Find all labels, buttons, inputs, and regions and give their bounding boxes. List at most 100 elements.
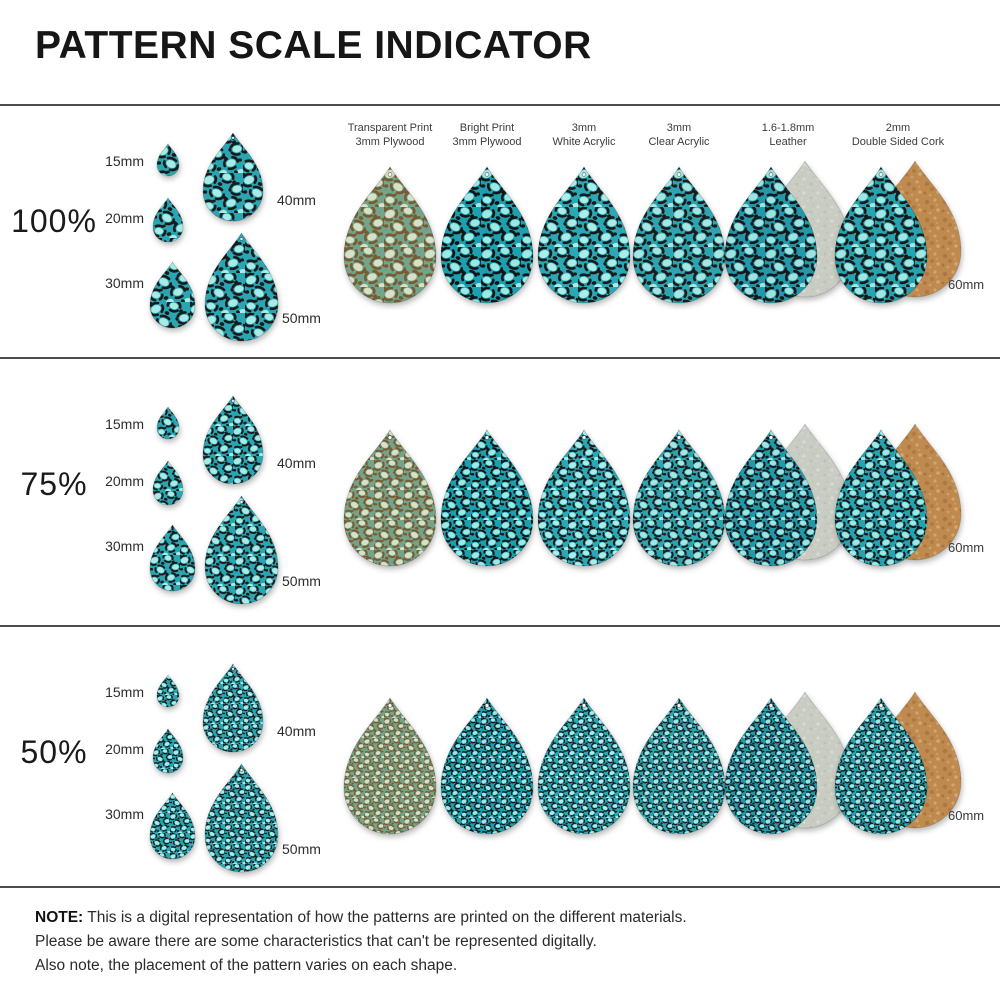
material-header-transparent-print-3mm-plywood: Transparent Print 3mm Plywood <box>310 121 470 149</box>
material-header-3mm-clear-acrylic: 3mm Clear Acrylic <box>599 121 759 149</box>
teardrop-demo-30mm <box>149 792 195 860</box>
scale-label-100: 100% <box>11 203 97 239</box>
material-header-2mm-double-sided-cork: 2mm Double Sided Cork <box>818 121 978 149</box>
hanging-hole <box>581 435 587 440</box>
teardrop-demo-40mm <box>202 663 264 753</box>
size-label-40mm: 40mm <box>277 723 316 739</box>
material-sample-transparent-print-3mm-plywood <box>343 166 437 304</box>
material-sample-bright-print-3mm-plywood <box>440 697 534 835</box>
teardrop-demo-30mm <box>149 524 195 592</box>
size-label-50mm: 50mm <box>282 573 321 589</box>
material-header-line2: Clear Acrylic <box>648 136 710 148</box>
hanging-hole <box>484 703 490 708</box>
size-label-30mm: 30mm <box>105 275 144 291</box>
scale-label-75: 75% <box>20 466 88 502</box>
hanging-hole <box>676 435 682 440</box>
size-label-40mm: 40mm <box>277 455 316 471</box>
divider <box>0 886 1000 888</box>
teardrop-demo-15mm <box>156 143 180 177</box>
teardrop-demo-40mm <box>202 395 264 485</box>
teardrop-demo-15mm <box>156 406 180 440</box>
scale-label-50: 50% <box>20 734 88 770</box>
teardrop-demo-40mm <box>202 132 264 222</box>
size-label-30mm: 30mm <box>105 806 144 822</box>
hanging-hole <box>387 172 393 177</box>
material-sample-transparent-print-3mm-plywood <box>343 429 437 567</box>
material-sample-3mm-clear-acrylic <box>632 166 726 304</box>
teardrop-demo-30mm <box>149 261 195 329</box>
hanging-hole <box>239 768 243 772</box>
material-header-line1: Bright Print <box>459 122 515 134</box>
size-label-40mm: 40mm <box>277 192 316 208</box>
material-sample-3mm-white-acrylic <box>537 697 631 835</box>
hanging-hole <box>581 703 587 708</box>
material-header-line2: Leather <box>769 136 807 148</box>
note-line-2: Please be aware there are some character… <box>35 933 597 950</box>
scale-section-50: 50% 15mm 20mm 30mm 40mm 50mm 60mm <box>0 636 1000 888</box>
material-sample-3mm-white-acrylic <box>537 166 631 304</box>
material-header-line1: Transparent Print <box>347 122 433 134</box>
scale-section-100: 100% 15mm 20mm 30mm 40mm 50mm 60mm Transparent… <box>0 105 1000 357</box>
sample-size-label-60mm: 60mm <box>948 540 985 555</box>
material-sample-2mm-double-sided-cork <box>834 423 962 567</box>
hanging-hole <box>581 172 587 177</box>
material-header-bright-print-3mm-plywood: Bright Print 3mm Plywood <box>407 121 567 149</box>
hanging-hole <box>878 435 884 440</box>
sample-size-label-60mm: 60mm <box>948 808 985 823</box>
hanging-hole <box>239 500 243 504</box>
material-sample-3mm-clear-acrylic <box>632 429 726 567</box>
teardrop-demo-50mm <box>204 763 278 873</box>
material-sample-3mm-white-acrylic <box>537 429 631 567</box>
size-label-30mm: 30mm <box>105 538 144 554</box>
hanging-hole <box>878 172 884 177</box>
size-label-50mm: 50mm <box>282 841 321 857</box>
sample-size-label-60mm: 60mm <box>948 277 985 292</box>
teardrop-demo-50mm <box>204 232 278 342</box>
teardrop-demo-20mm <box>152 728 184 774</box>
hanging-hole <box>768 172 774 177</box>
material-sample-1-6-1-8mm-leather <box>724 423 852 567</box>
material-header-line2: White Acrylic <box>552 136 616 148</box>
material-sample-2mm-double-sided-cork <box>834 160 962 304</box>
material-header-line1: 3mm <box>571 122 597 134</box>
material-sample-bright-print-3mm-plywood <box>440 429 534 567</box>
hanging-hole <box>239 237 243 241</box>
hanging-hole <box>387 703 393 708</box>
material-header-line2: 3mm Plywood <box>452 136 522 148</box>
teardrop-demo-20mm <box>152 460 184 506</box>
hanging-hole <box>768 703 774 708</box>
divider <box>0 625 1000 627</box>
material-header-3mm-white-acrylic: 3mm White Acrylic <box>504 121 664 149</box>
material-sample-1-6-1-8mm-leather <box>724 691 852 835</box>
material-header-line2: 3mm Plywood <box>355 136 425 148</box>
teardrop-demo-50mm <box>204 495 278 605</box>
hanging-hole <box>231 136 235 140</box>
size-label-15mm: 15mm <box>105 684 144 700</box>
material-header-line1: 1.6-1.8mm <box>761 122 815 134</box>
size-label-20mm: 20mm <box>105 473 144 489</box>
note-line-3: Also note, the placement of the pattern … <box>35 957 458 974</box>
hanging-hole <box>387 435 393 440</box>
hanging-hole <box>676 172 682 177</box>
note-text: NOTE: This is a digital representation o… <box>35 906 687 978</box>
scale-section-75: 75% 15mm 20mm 30mm 40mm 50mm 60mm <box>0 368 1000 620</box>
material-header-line1: 3mm <box>666 122 692 134</box>
size-label-20mm: 20mm <box>105 210 144 226</box>
divider <box>0 357 1000 359</box>
divider <box>0 104 1000 106</box>
material-header-1-6-1-8mm-leather: 1.6-1.8mm Leather <box>708 121 868 149</box>
material-sample-2mm-double-sided-cork <box>834 691 962 835</box>
hanging-hole <box>768 435 774 440</box>
size-label-50mm: 50mm <box>282 310 321 326</box>
hanging-hole <box>484 172 490 177</box>
material-header-line2: Double Sided Cork <box>851 136 945 148</box>
material-sample-1-6-1-8mm-leather <box>724 160 852 304</box>
hanging-hole <box>676 703 682 708</box>
hanging-hole <box>231 667 235 671</box>
hanging-hole <box>231 399 235 403</box>
size-label-15mm: 15mm <box>105 153 144 169</box>
note-line-1: NOTE: This is a digital representation o… <box>35 909 687 926</box>
note-label: NOTE: <box>35 909 84 926</box>
material-sample-bright-print-3mm-plywood <box>440 166 534 304</box>
hanging-hole <box>484 435 490 440</box>
